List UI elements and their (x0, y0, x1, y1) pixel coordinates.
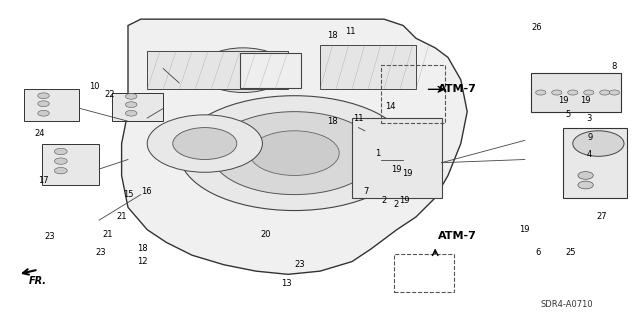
Circle shape (211, 112, 378, 195)
Text: 18: 18 (328, 31, 338, 40)
Text: 6: 6 (535, 248, 540, 256)
Text: 13: 13 (282, 279, 292, 288)
Circle shape (568, 90, 578, 95)
Circle shape (552, 90, 562, 95)
Text: 11: 11 (346, 27, 356, 36)
Text: 20: 20 (260, 230, 271, 239)
Text: 19: 19 (580, 96, 591, 105)
Text: 8: 8 (612, 63, 617, 71)
Bar (352, 118, 442, 198)
Text: SDR4-A0710: SDR4-A0710 (541, 300, 593, 309)
Text: 17: 17 (38, 176, 49, 185)
Circle shape (38, 110, 49, 116)
Circle shape (54, 148, 67, 155)
Text: 25: 25 (566, 248, 576, 256)
Text: 16: 16 (141, 187, 151, 196)
Bar (563, 128, 627, 198)
Text: 26: 26 (531, 23, 541, 32)
Text: 19: 19 (403, 169, 413, 178)
Text: ATM-7: ATM-7 (438, 84, 477, 94)
Text: 21: 21 (116, 212, 127, 221)
Circle shape (173, 128, 237, 160)
Text: 22: 22 (105, 90, 115, 99)
Text: 1: 1 (375, 149, 380, 158)
Bar (147, 51, 288, 89)
Text: ATM-7: ATM-7 (438, 231, 477, 241)
Circle shape (578, 181, 593, 189)
Circle shape (38, 101, 49, 107)
Bar (531, 73, 621, 112)
Text: 15: 15 (123, 190, 133, 199)
Text: 12: 12 (137, 257, 147, 266)
Text: 27: 27 (596, 212, 607, 221)
Circle shape (54, 167, 67, 174)
Circle shape (125, 110, 137, 116)
Circle shape (147, 115, 262, 172)
Circle shape (573, 131, 624, 156)
Text: 19: 19 (399, 196, 410, 205)
Text: 9: 9 (588, 133, 593, 142)
Text: 19: 19 (558, 96, 568, 105)
Text: 23: 23 (96, 248, 106, 256)
Circle shape (536, 90, 546, 95)
Text: 23: 23 (45, 232, 55, 241)
Text: 18: 18 (137, 244, 147, 253)
Text: 14: 14 (385, 102, 396, 111)
Polygon shape (122, 19, 467, 274)
Text: 3: 3 (586, 114, 591, 122)
Bar (320, 45, 416, 89)
Text: 5: 5 (566, 110, 571, 119)
Circle shape (179, 96, 410, 211)
Circle shape (125, 102, 137, 108)
Circle shape (198, 48, 288, 93)
Bar (112, 93, 163, 121)
Text: 23: 23 (294, 260, 305, 269)
FancyBboxPatch shape (240, 53, 301, 88)
Circle shape (578, 172, 593, 179)
Text: 7: 7 (364, 187, 369, 196)
Text: 21: 21 (102, 230, 113, 239)
Circle shape (250, 131, 339, 175)
Text: 19: 19 (392, 165, 402, 174)
Circle shape (600, 90, 610, 95)
Text: 11: 11 (353, 114, 364, 122)
Text: 24: 24 (35, 130, 45, 138)
Circle shape (609, 90, 620, 95)
Circle shape (54, 158, 67, 164)
Circle shape (584, 90, 594, 95)
Text: 2: 2 (381, 197, 387, 205)
Text: 10: 10 (90, 82, 100, 91)
Text: 18: 18 (328, 117, 338, 126)
Circle shape (125, 93, 137, 99)
Text: 19: 19 (520, 225, 530, 234)
Text: 4: 4 (586, 150, 591, 159)
Text: FR.: FR. (29, 276, 47, 286)
Circle shape (38, 93, 49, 99)
Bar (42, 144, 99, 185)
Text: 2: 2 (393, 200, 398, 209)
Bar (24, 89, 79, 121)
